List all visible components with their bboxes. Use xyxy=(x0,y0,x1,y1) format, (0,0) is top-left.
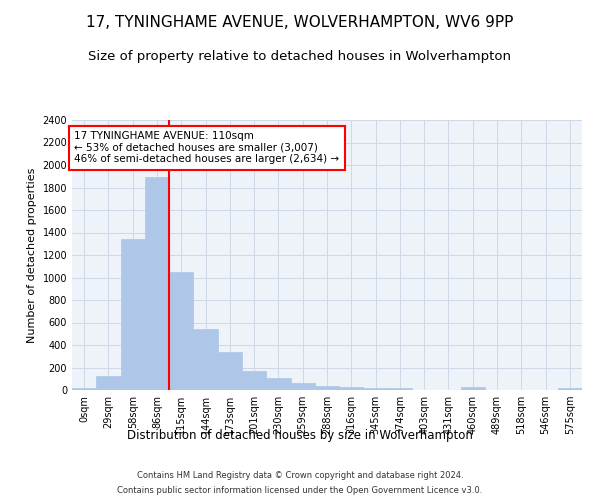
Bar xyxy=(193,328,218,390)
Text: Distribution of detached houses by size in Wolverhampton: Distribution of detached houses by size … xyxy=(127,428,473,442)
Bar xyxy=(169,272,193,390)
Bar xyxy=(290,383,315,390)
Bar xyxy=(121,240,145,390)
Bar xyxy=(72,388,96,390)
Bar xyxy=(315,386,339,390)
Bar xyxy=(218,352,242,390)
Bar xyxy=(364,388,388,390)
Text: Size of property relative to detached houses in Wolverhampton: Size of property relative to detached ho… xyxy=(89,50,511,63)
Bar xyxy=(266,378,290,390)
Bar xyxy=(558,388,582,390)
Text: 17, TYNINGHAME AVENUE, WOLVERHAMPTON, WV6 9PP: 17, TYNINGHAME AVENUE, WOLVERHAMPTON, WV… xyxy=(86,15,514,30)
Bar xyxy=(388,388,412,390)
Bar xyxy=(461,387,485,390)
Bar xyxy=(96,376,121,390)
Text: Contains public sector information licensed under the Open Government Licence v3: Contains public sector information licen… xyxy=(118,486,482,495)
Text: Contains HM Land Registry data © Crown copyright and database right 2024.: Contains HM Land Registry data © Crown c… xyxy=(137,471,463,480)
Bar xyxy=(339,387,364,390)
Bar xyxy=(145,178,169,390)
Y-axis label: Number of detached properties: Number of detached properties xyxy=(27,168,37,342)
Bar xyxy=(242,371,266,390)
Text: 17 TYNINGHAME AVENUE: 110sqm
← 53% of detached houses are smaller (3,007)
46% of: 17 TYNINGHAME AVENUE: 110sqm ← 53% of de… xyxy=(74,131,340,164)
